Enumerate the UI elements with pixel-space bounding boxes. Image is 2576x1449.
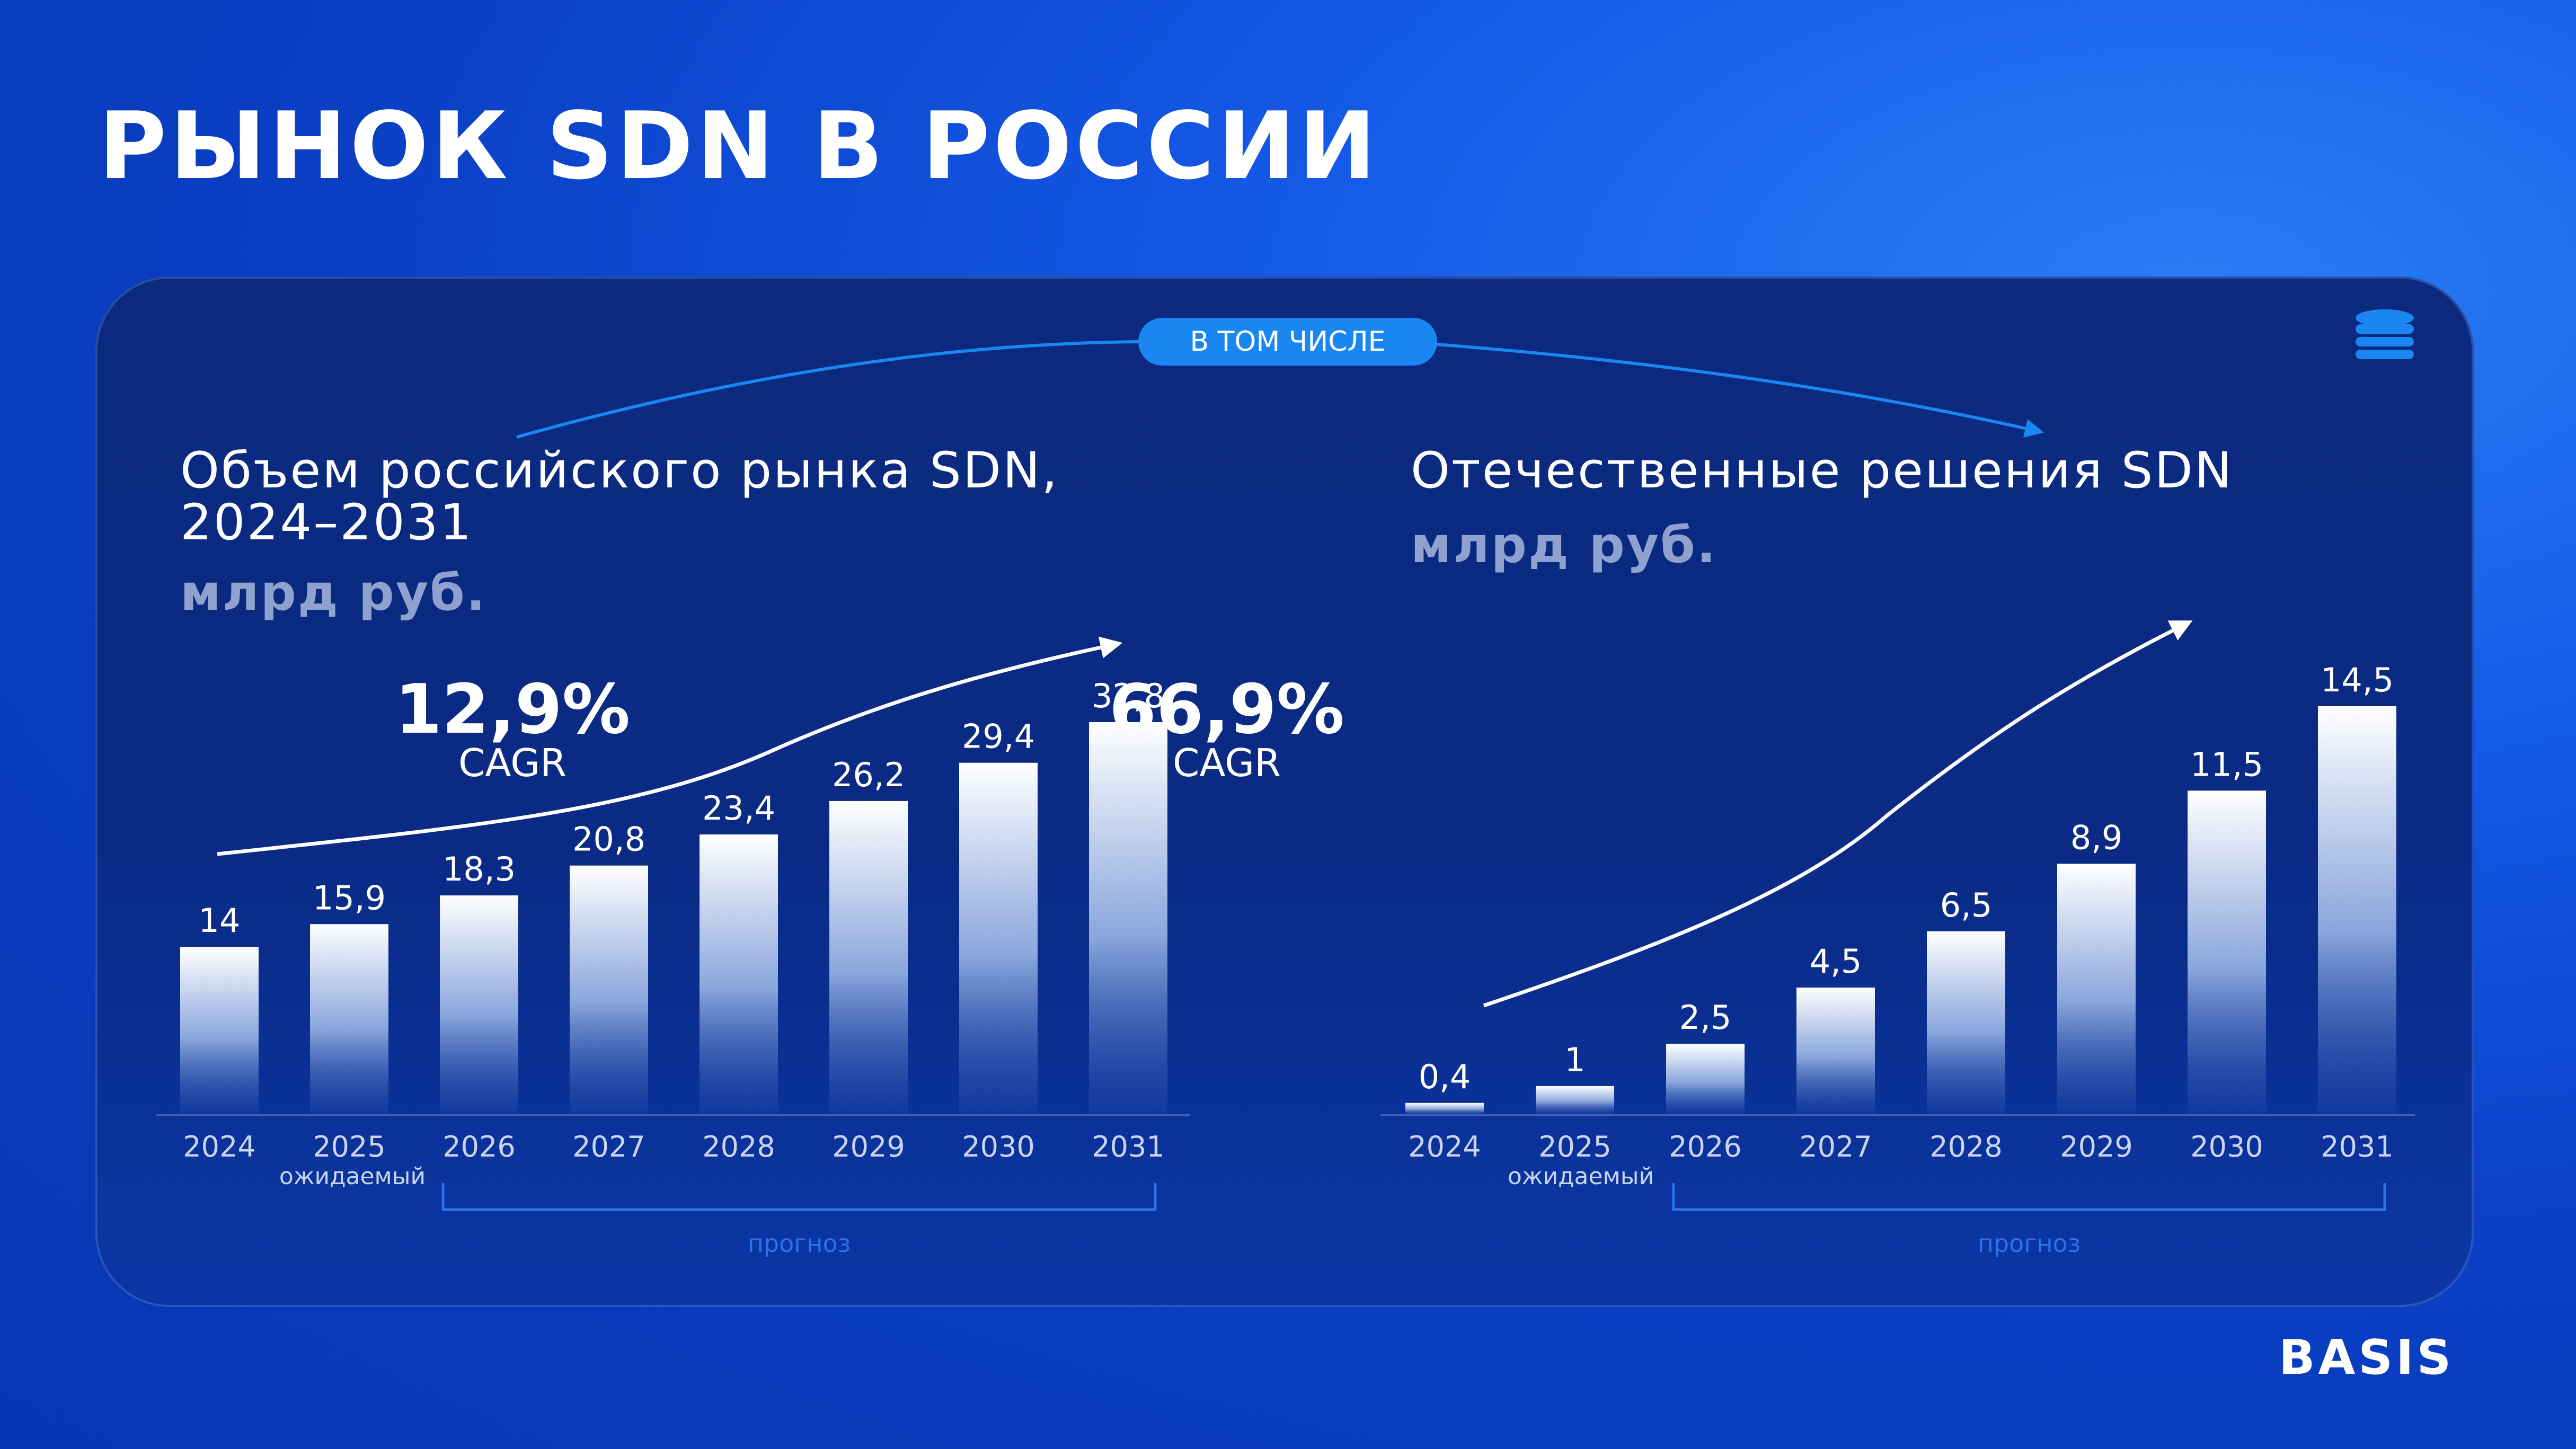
left-bar-2029 xyxy=(829,801,908,1114)
right-tick-label-2029: 2029 xyxy=(2060,1130,2132,1163)
left-bar-2026 xyxy=(440,895,518,1114)
right-tick-label-2028: 2028 xyxy=(1929,1130,2002,1163)
right-tick-label-2031: 2031 xyxy=(2321,1130,2393,1163)
right-expected-label: ожидаемый xyxy=(1508,1163,1654,1190)
right-data-label-2026: 2,5 xyxy=(1679,998,1732,1037)
right-trend-arrow xyxy=(1483,620,2193,1008)
left-tick-label-2026: 2026 xyxy=(442,1130,515,1163)
left-bar-2028 xyxy=(700,834,778,1114)
chart-panel xyxy=(95,277,2474,1307)
right-chart-title: Отечественные решения SDN xyxy=(1411,442,2234,500)
left-data-label-2025: 15,9 xyxy=(313,878,386,917)
left-tick-label-2024: 2024 xyxy=(183,1130,255,1163)
left-data-label-2027: 20,8 xyxy=(572,820,645,859)
right-tick-label-2024: 2024 xyxy=(1408,1130,1481,1163)
right-bar-2029 xyxy=(2057,864,2136,1114)
basis-logo: BASIS xyxy=(2279,1330,2455,1385)
left-tick-label-2029: 2029 xyxy=(832,1130,905,1163)
right-bar-2031 xyxy=(2318,706,2396,1114)
left-chart-unit: млрд руб. xyxy=(180,564,487,622)
right-tick-label-2027: 2027 xyxy=(1799,1130,1872,1163)
left-data-label-2031: 32,8 xyxy=(1092,677,1165,715)
right-data-label-2024: 0,4 xyxy=(1419,1057,1471,1096)
left-bar-2025 xyxy=(310,924,388,1114)
left-bar-2024 xyxy=(180,947,259,1114)
left-cagr-label: CAGR xyxy=(458,741,567,785)
left-chart-title-line2: 2024–2031 xyxy=(180,494,473,552)
left-bar-2030 xyxy=(959,762,1038,1114)
left-data-label-2030: 29,4 xyxy=(962,717,1035,756)
right-data-label-2027: 4,5 xyxy=(1810,942,1862,981)
left-tick-label-2025: 2025 xyxy=(313,1130,385,1163)
left-forecast-label: прогноз xyxy=(748,1229,851,1258)
included-badge: В ТОМ ЧИСЛЕ xyxy=(1138,318,1437,366)
left-chart-title-line1: Объем российского рынка SDN, xyxy=(180,442,1059,500)
left-tick-label-2027: 2027 xyxy=(572,1130,645,1163)
left-tick-label-2030: 2030 xyxy=(962,1130,1034,1163)
right-bar-2027 xyxy=(1796,988,1875,1114)
right-bar-2026 xyxy=(1666,1044,1745,1114)
right-forecast-bracket xyxy=(1672,1183,2386,1211)
left-forecast-bracket xyxy=(441,1183,1157,1211)
left-trend-arrow xyxy=(217,636,1123,856)
right-cagr-label: CAGR xyxy=(1172,741,1281,785)
right-bar-2024 xyxy=(1405,1103,1484,1114)
right-data-label-2025: 1 xyxy=(1564,1041,1585,1079)
right-bar-2025 xyxy=(1536,1086,1614,1114)
left-tick-label-2031: 2031 xyxy=(1092,1130,1164,1163)
right-forecast-label: прогноз xyxy=(1978,1229,2081,1258)
right-bar-2030 xyxy=(2188,790,2266,1114)
left-chart-title: Объем российского рынка SDN, 2024–2031 xyxy=(180,445,1059,549)
right-chart-unit: млрд руб. xyxy=(1411,517,1718,574)
left-expected-label: ожидаемый xyxy=(279,1163,426,1190)
page-title: РЫНОК SDN В РОССИИ xyxy=(99,93,1379,200)
left-data-label-2026: 18,3 xyxy=(442,850,516,888)
right-bar-2028 xyxy=(1927,931,2005,1114)
left-tick-label-2028: 2028 xyxy=(702,1130,775,1163)
right-data-label-2030: 11,5 xyxy=(2190,745,2263,784)
right-data-label-2029: 8,9 xyxy=(2070,818,2123,857)
database-icon xyxy=(2356,309,2414,359)
left-data-label-2024: 14 xyxy=(199,901,241,940)
left-cagr-value: 12,9% xyxy=(394,670,631,749)
left-bar-2031 xyxy=(1089,722,1167,1114)
right-data-label-2028: 6,5 xyxy=(1940,886,1993,924)
left-bar-2027 xyxy=(570,865,648,1114)
right-tick-label-2030: 2030 xyxy=(2190,1130,2263,1163)
right-tick-label-2026: 2026 xyxy=(1669,1130,1741,1163)
left-data-label-2028: 23,4 xyxy=(702,789,775,828)
right-data-label-2031: 14,5 xyxy=(2321,661,2394,699)
right-tick-label-2025: 2025 xyxy=(1538,1130,1611,1163)
left-data-label-2029: 26,2 xyxy=(832,755,905,794)
